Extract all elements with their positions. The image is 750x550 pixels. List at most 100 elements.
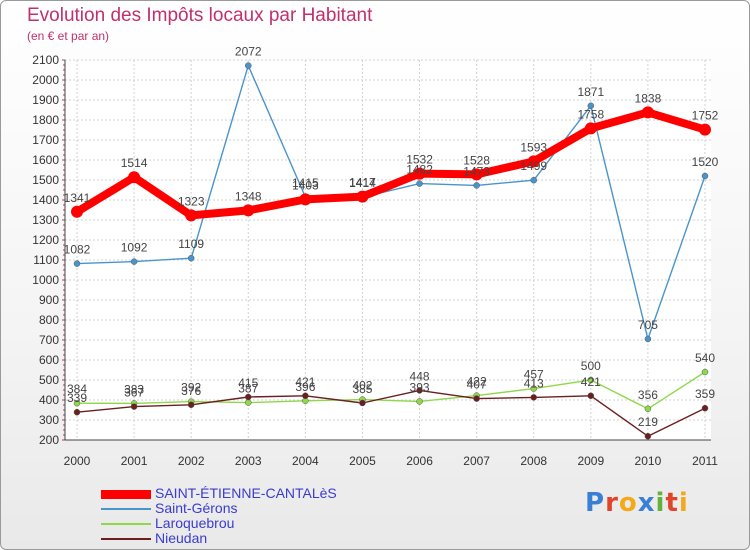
data-label: 1838 [635, 91, 662, 105]
y-tick-label: 900 [39, 293, 59, 307]
data-label: 407 [467, 378, 487, 392]
data-label: 2072 [235, 45, 262, 59]
x-tick-label: 2001 [121, 454, 148, 468]
data-point [71, 205, 83, 218]
y-minor-tick [63, 129, 65, 131]
y-minor-tick [63, 179, 65, 181]
y-minor-tick [63, 74, 65, 76]
data-point [302, 392, 309, 400]
data-label: 705 [638, 318, 658, 332]
y-minor-tick [63, 139, 65, 141]
y-minor-tick [63, 409, 65, 411]
x-tick-label: 2008 [520, 454, 547, 468]
y-minor-tick [63, 419, 65, 421]
data-point [299, 193, 312, 206]
data-label: 1871 [577, 85, 604, 99]
data-point [416, 398, 423, 405]
y-minor-tick [63, 359, 65, 361]
y-minor-tick [63, 84, 65, 86]
data-label: 1482 [406, 163, 433, 177]
y-minor-tick [63, 199, 65, 201]
y-tick-label: 300 [39, 413, 59, 427]
data-point [699, 123, 711, 136]
y-minor-tick [63, 249, 65, 251]
data-label: 421 [581, 375, 601, 389]
y-minor-tick [63, 184, 65, 186]
data-label: 1752 [692, 109, 719, 123]
x-tick-label: 2010 [635, 454, 662, 468]
y-minor-tick [63, 254, 65, 256]
y-minor-tick [63, 239, 65, 241]
y-minor-tick [63, 194, 65, 196]
x-tick-label: 2000 [64, 454, 91, 468]
data-point [245, 399, 252, 406]
y-tick-label: 2000 [32, 73, 59, 87]
data-label: 1082 [64, 243, 91, 257]
logo-letter: x [637, 488, 656, 518]
y-minor-tick [63, 169, 65, 171]
x-tick-label: 2011 [692, 454, 718, 468]
data-point [644, 405, 652, 413]
data-point [242, 204, 255, 217]
y-tick-label: 400 [39, 393, 59, 407]
data-label: 1348 [235, 189, 262, 203]
data-label: 1414 [349, 176, 376, 190]
y-minor-tick [63, 384, 65, 386]
proxiti-logo: Proxiti [585, 488, 689, 518]
y-minor-tick [63, 304, 65, 306]
logo-letter: P [585, 488, 606, 518]
legend-label: Saint-Gérons [155, 500, 238, 516]
y-minor-tick [63, 204, 65, 206]
y-tick-label: 700 [39, 333, 59, 347]
data-point [527, 155, 540, 168]
y-minor-tick [63, 374, 65, 376]
chart-title: Evolution des Impôts locaux par Habitant [27, 5, 373, 26]
data-label: 1109 [178, 237, 204, 251]
y-minor-tick [63, 354, 65, 356]
data-label: 1520 [692, 155, 719, 169]
data-label: 393 [410, 380, 430, 394]
data-point [584, 122, 597, 135]
y-tick-label: 1700 [32, 133, 59, 147]
data-point [245, 393, 252, 401]
y-tick-label: 1400 [32, 193, 59, 207]
data-point [187, 401, 195, 409]
y-minor-tick [63, 124, 65, 126]
data-label: 402 [352, 379, 372, 393]
data-label: 339 [67, 391, 87, 405]
y-tick-label: 2100 [32, 53, 59, 67]
y-minor-tick [63, 224, 65, 226]
y-tick-label: 800 [39, 313, 59, 327]
y-tick-label: 1300 [32, 213, 59, 227]
y-minor-tick [63, 439, 65, 441]
data-label: 1499 [520, 159, 547, 173]
data-point [359, 399, 366, 407]
x-tick-label: 2003 [235, 454, 262, 468]
y-tick-label: 1600 [32, 153, 59, 167]
x-tick-label: 2006 [406, 454, 433, 468]
data-point [530, 385, 537, 392]
data-label: 413 [524, 376, 544, 390]
data-point [530, 176, 537, 184]
data-label: 1528 [463, 153, 490, 167]
y-tick-label: 1800 [32, 113, 59, 127]
x-tick-label: 2005 [349, 454, 376, 468]
y-minor-tick [63, 259, 65, 261]
y-minor-tick [63, 329, 65, 331]
legend-swatch [101, 538, 151, 540]
data-point [356, 190, 369, 203]
data-point [587, 392, 595, 400]
data-label: 392 [181, 381, 201, 395]
y-minor-tick [63, 389, 65, 391]
data-point [587, 376, 595, 384]
y-tick-label: 1500 [32, 173, 59, 187]
series-line [76, 371, 706, 410]
data-label: 356 [638, 388, 658, 402]
y-minor-tick [63, 424, 65, 426]
y-minor-tick [63, 344, 65, 346]
data-point [185, 209, 198, 222]
logo-letter: i [655, 488, 666, 518]
y-tick-label: 200 [39, 433, 59, 447]
data-label: 385 [352, 382, 372, 396]
